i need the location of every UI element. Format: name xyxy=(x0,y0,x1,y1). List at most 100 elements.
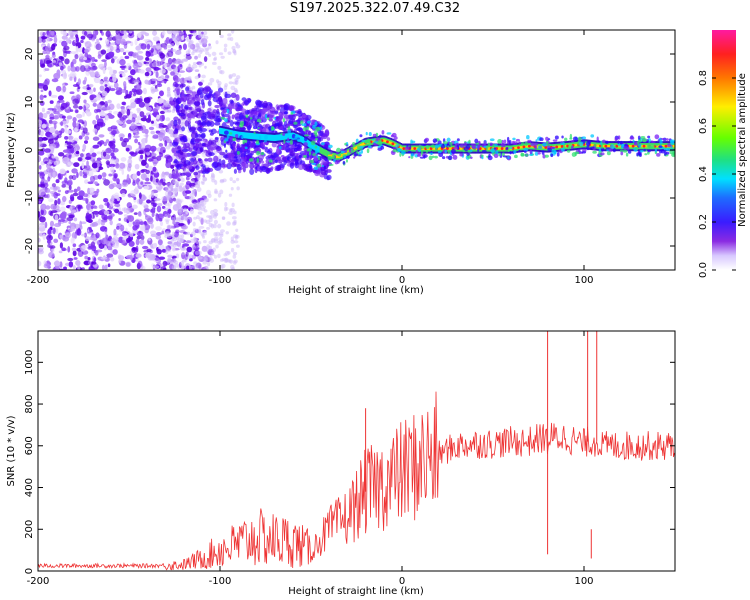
spectrogram-cell xyxy=(84,63,89,69)
spectrogram-cell xyxy=(303,167,311,172)
spectrogram-cell xyxy=(68,214,75,219)
spectrogram-cell xyxy=(130,69,136,76)
spectrogram-cell xyxy=(665,138,669,141)
spectrogram-cell xyxy=(316,136,322,143)
spectrogram-cell xyxy=(318,131,324,137)
spectrogram-cell xyxy=(299,135,302,142)
spectrogram-cell xyxy=(92,119,97,125)
spectrogram-cell xyxy=(459,147,462,150)
spectrogram-cell xyxy=(191,196,195,201)
spectrogram-cell xyxy=(82,80,87,85)
spectrogram-cell xyxy=(206,226,211,230)
spectrogram-cell xyxy=(147,217,154,225)
spectrogram-cell xyxy=(314,149,318,155)
spectrogram-cell xyxy=(73,257,78,260)
spectrogram-cell xyxy=(108,110,112,114)
spectrogram-cell xyxy=(326,176,330,181)
spectrogram-cell xyxy=(179,31,185,35)
spectrogram-cell xyxy=(525,145,528,148)
spectrogram-cell xyxy=(537,151,541,155)
spectrogram-cell xyxy=(419,156,425,159)
spectrogram-cell xyxy=(140,173,147,181)
spectrogram-cell xyxy=(173,129,179,135)
spectrogram-cell xyxy=(135,123,143,127)
spectrogram-cell xyxy=(84,179,89,184)
spectrogram-cell xyxy=(214,136,219,140)
spectrogram-cell xyxy=(191,150,197,156)
spectrogram-cell xyxy=(258,127,263,132)
spectrogram-cell xyxy=(190,66,195,71)
spectrogram-cell xyxy=(271,134,274,141)
spectrogram-cell xyxy=(289,139,293,145)
spectrogram-cell xyxy=(188,34,192,40)
spectrogram-cell xyxy=(39,173,46,177)
spectrogram-cell xyxy=(137,32,142,38)
spectrogram-cell xyxy=(514,146,517,150)
spectrogram-cell xyxy=(104,39,110,45)
spectrogram-cell xyxy=(84,255,89,260)
spectrogram-cell xyxy=(326,151,331,155)
spectrogram-cell xyxy=(154,193,158,198)
spectrogram-cell xyxy=(53,36,58,44)
spectrogram-cell xyxy=(276,134,279,141)
spectrogram-cell xyxy=(221,263,226,269)
spectrogram-cell xyxy=(203,265,209,270)
spectrogram-cell xyxy=(74,109,79,114)
spectrogram-cell xyxy=(38,141,43,148)
spectrogram-cell xyxy=(267,117,270,121)
spectrogram-cell xyxy=(220,107,225,110)
spectrogram-cell xyxy=(481,149,487,153)
spectrogram-cell xyxy=(139,111,145,118)
spectrogram-cell xyxy=(575,143,578,147)
spectrogram-cell xyxy=(318,146,321,153)
spectrogram-cell xyxy=(134,38,138,46)
spectrogram-cell xyxy=(60,65,64,71)
spectrogram-cell xyxy=(215,146,222,152)
spectrogram-cell xyxy=(346,151,349,154)
spectrogram-cell xyxy=(106,253,114,258)
spectrogram-cell xyxy=(261,147,266,150)
spectrogram-cell xyxy=(202,177,208,182)
spectrogram-cell xyxy=(174,181,179,187)
spectrogram-cell xyxy=(314,132,318,138)
spectrogram-cell xyxy=(96,109,102,113)
spectrogram-cell xyxy=(152,242,158,249)
spectrogram-cell xyxy=(337,153,342,157)
spectrogram-cell xyxy=(180,177,185,183)
spectrogram-cell xyxy=(61,40,68,47)
spectrogram-cell xyxy=(151,212,155,218)
spectrogram-cell xyxy=(477,144,480,149)
spectrogram-cell xyxy=(667,143,671,148)
spectrogram-cell xyxy=(166,194,171,198)
spectrogram-cell xyxy=(459,153,464,157)
spectrogram-cell xyxy=(150,120,154,124)
spectrogram-cell xyxy=(38,165,42,170)
spectrogram-cell xyxy=(287,126,291,131)
spectrogram-cell xyxy=(233,240,239,244)
spectrogram-cell xyxy=(327,144,333,149)
spectrogram-cell xyxy=(317,156,321,161)
spectrogram-cell xyxy=(38,119,43,126)
spectrogram-cell xyxy=(277,141,282,146)
spectrogram-cell xyxy=(171,109,176,114)
spectrogram-cell xyxy=(40,178,44,183)
spectrogram-cell xyxy=(126,63,131,67)
spectrogram-cell xyxy=(635,146,639,151)
spectrogram-cell xyxy=(119,65,126,69)
spectrogram-cell xyxy=(222,97,228,105)
spectrogram-cell xyxy=(655,144,658,148)
spectrogram-cell xyxy=(84,164,91,171)
spectrogram-cell xyxy=(48,198,54,203)
spectrogram-cell xyxy=(61,195,67,203)
spectrogram-cell xyxy=(78,135,83,140)
spectrogram-cell xyxy=(208,245,213,251)
spectrogram-cell xyxy=(656,144,660,148)
spectrogram-cell xyxy=(51,43,56,51)
spectrogram-cell xyxy=(487,147,490,150)
spectrogram-cell xyxy=(38,189,46,196)
spectrogram-cell xyxy=(604,144,608,148)
spectrogram-cell xyxy=(217,65,222,70)
spectrogram-cell xyxy=(557,145,560,148)
spectrogram-cell xyxy=(47,176,51,182)
spectrogram-cell xyxy=(256,100,263,108)
